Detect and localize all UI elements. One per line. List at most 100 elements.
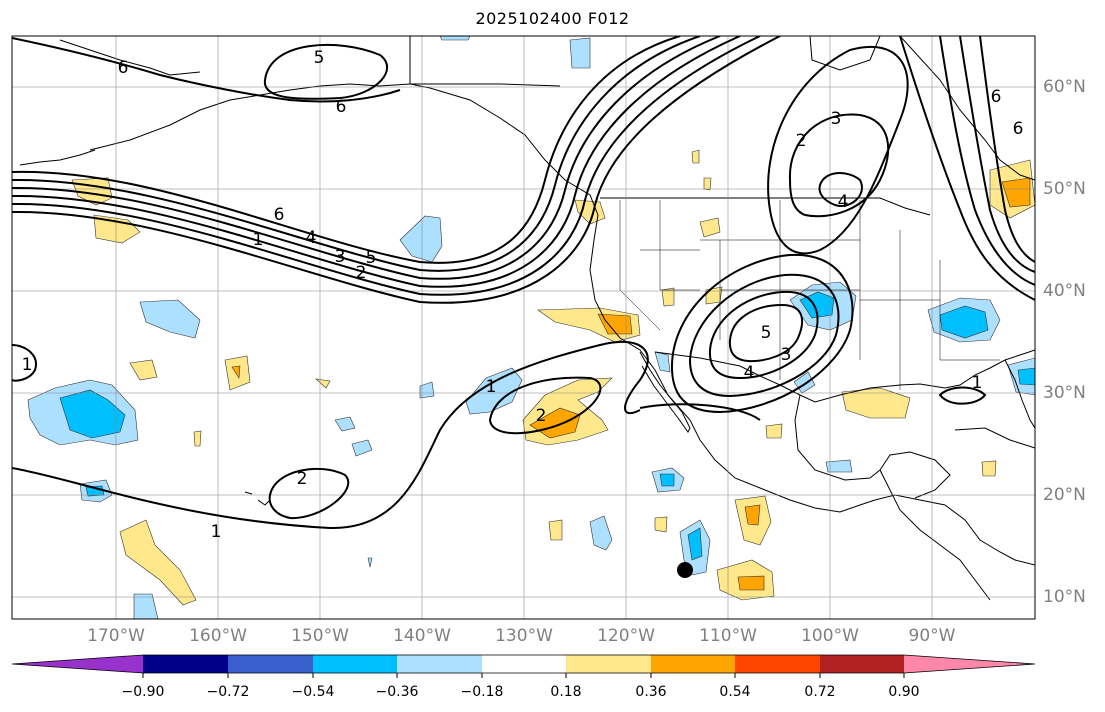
negative-anomaly-patch [367,557,373,568]
positive-anomaly-patch [841,387,911,419]
colorbar-tick-label: 0.18 [550,684,582,700]
aleutian-chain [19,149,96,166]
contour-label: 6 [274,205,285,225]
contour-label: 6 [1013,119,1024,139]
north-america-coastline [409,36,1035,566]
contour-label: 3 [335,247,346,267]
contour-alaska-6 [12,37,401,103]
yucatan [879,451,951,499]
positive-anomaly-patch [765,423,783,439]
longitude-label: 170°W [87,626,145,646]
positive-anomaly-patch [597,313,633,335]
contour-alaska-5 [263,43,388,100]
positive-anomaly-patch [315,378,331,389]
colorbar-segment [313,655,397,673]
contour-north-2 [788,113,890,218]
contour-label: 2 [356,263,367,283]
latitude-label: 50°N [1043,179,1086,199]
colorbar-tick-label: −0.54 [291,684,335,700]
positive-anomaly-patch [703,177,712,191]
positive-anomaly-patch [193,430,202,447]
negative-anomaly-patch [589,515,613,551]
latitude-label: 10°N [1043,587,1086,607]
contour-low-mid [688,273,840,398]
contour-label: 6 [336,97,347,117]
latitude-label: 40°N [1043,281,1086,301]
latitude-label: 20°N [1043,485,1086,505]
colorbar-segment [228,655,313,673]
us-mexico-border [654,351,801,396]
contour-low-inner [708,290,819,380]
contour-label: 3 [781,345,792,365]
contour-closed-2b [488,376,602,435]
colorbar-tick-label: 0.54 [719,684,751,700]
coastlines-and-borders [19,36,1035,601]
colorbar-segment [735,655,820,673]
colorbar-segment [397,655,482,673]
contour-label: 2 [796,131,807,151]
colorbar-tick-label: 0.90 [888,684,920,700]
contour-label: 5 [761,323,772,343]
contour-jet-1 [12,36,681,264]
contour-west-edge-1 [12,344,37,382]
positive-anomaly-patch [654,516,668,533]
negative-anomaly-patch [1017,367,1035,386]
longitude-label: 150°W [291,626,349,646]
colorbar-tick-label: 0.36 [635,684,667,700]
colorbar-segment [820,655,904,673]
contour-jet-6 [12,36,781,304]
longitude-label: 120°W [597,626,655,646]
contour-label: 1 [211,522,222,542]
contour-low-core [728,303,804,363]
map-frame [11,35,1036,620]
contour-value-labels: 6 5 6 6 1 4 3 5 2 2 3 4 5 3 4 1 2 1 2 1 … [22,48,1024,542]
negative-anomaly-patch [569,37,591,69]
negative-anomaly-patch [59,389,126,439]
contour-jet-5 [12,36,761,296]
positive-anomaly-patch [705,286,723,305]
contour-north-1 [767,45,909,255]
longitude-label: 130°W [495,626,553,646]
negative-anomaly-patch [659,473,675,487]
contour-label: 5 [314,48,325,68]
negative-anomaly-patch [825,459,853,473]
negative-anomaly-patch [334,416,356,432]
positive-anomaly-patch [93,214,141,244]
contour-label: 4 [306,228,317,248]
contour-label: 6 [118,58,129,78]
contour-label: 6 [991,87,1002,107]
negative-anomaly-patch [939,305,989,339]
colorbar-segment [651,655,735,673]
negative-anomaly-patch [351,439,373,457]
negative-anomaly-patch [439,36,471,41]
negative-anomaly-patch [654,351,671,373]
colorbar-tick-label: −0.18 [460,684,504,700]
mexico-gulf-coast [794,394,881,481]
contour-label: 1 [253,230,264,250]
hawaii-islands [244,491,271,506]
positive-anomaly-patch [119,519,197,606]
contour-south-2 [639,403,761,421]
colorbar-tick-label: −0.72 [206,684,250,700]
gridlines [12,36,1035,619]
colorbar-ticks [142,673,905,678]
latitude-label: 60°N [1043,77,1086,97]
negative-anomaly-patch [465,367,523,415]
contour-jet-3 [12,36,721,280]
positive-anomaly-patch [744,504,761,526]
positive-anomaly-patch [981,460,997,477]
baja-peninsula [639,351,691,433]
alaska-west-coast [59,39,201,76]
contour-east-4 [979,36,1035,263]
storm-position-marker [677,562,693,578]
contour-label: 1 [972,373,983,393]
contour-label: 1 [486,377,497,397]
contour-low-outer [670,253,854,414]
contour-closed-2 [268,467,350,520]
positive-anomaly-patch [661,287,675,307]
longitude-label: 140°W [393,626,451,646]
negative-anomaly-patch [399,215,443,263]
negative-anomaly-patch [419,381,435,399]
longitude-label: 160°W [189,626,247,646]
cuba [954,427,1035,449]
